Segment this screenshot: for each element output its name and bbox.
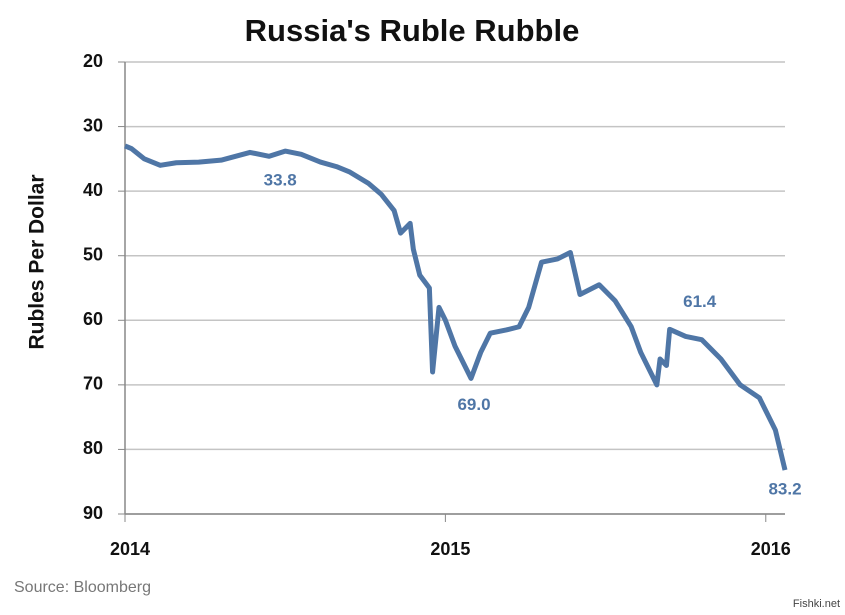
y-tick-label: 30 <box>83 115 103 135</box>
x-tick-label: 2015 <box>430 539 470 559</box>
y-tick-label: 20 <box>83 51 103 71</box>
annotation: 61.4 <box>683 292 717 311</box>
annotation: 83.2 <box>768 480 801 499</box>
x-tick-label: 2014 <box>110 539 150 559</box>
y-tick-label: 90 <box>83 503 103 523</box>
source: Source: Bloomberg <box>14 579 151 596</box>
y-tick-label: 70 <box>83 374 103 394</box>
line-series <box>124 143 788 471</box>
y-tick-label: 60 <box>83 309 103 329</box>
y-tick-label: 50 <box>83 244 103 264</box>
annotation: 33.8 <box>264 171 297 190</box>
annotation: 69.0 <box>457 395 490 414</box>
chart-title: Russia's Ruble Rubble <box>245 13 580 48</box>
y-tick-label: 80 <box>83 438 103 458</box>
y-tick-label: 40 <box>83 180 103 200</box>
x-tick-label: 2016 <box>751 539 791 559</box>
watermark: Fishki.net <box>793 598 840 610</box>
y-axis-label: Rubles Per Dollar <box>26 174 49 349</box>
